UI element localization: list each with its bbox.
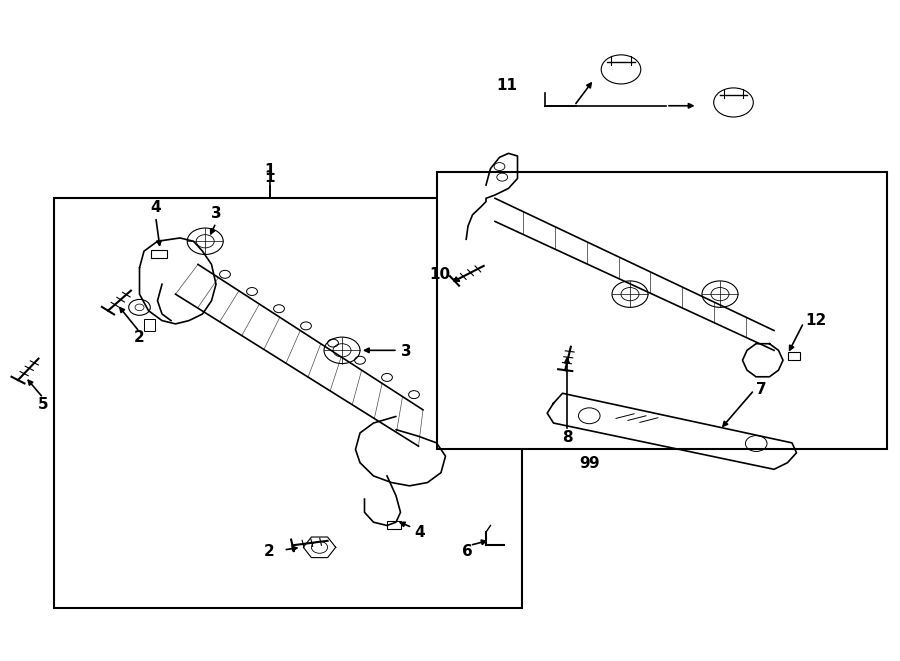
- Bar: [788, 352, 800, 360]
- Text: 1: 1: [265, 163, 275, 178]
- Text: 9: 9: [580, 456, 590, 471]
- Text: 12: 12: [806, 313, 827, 328]
- Text: 5: 5: [38, 397, 49, 412]
- Bar: [144, 319, 155, 330]
- Bar: [54, 198, 522, 608]
- Text: 8: 8: [562, 430, 572, 445]
- Text: 2: 2: [134, 330, 145, 346]
- Text: 7: 7: [756, 383, 767, 397]
- Text: 3: 3: [211, 206, 221, 221]
- Text: 4: 4: [150, 200, 161, 215]
- Text: 11: 11: [497, 79, 518, 93]
- Text: 2: 2: [264, 545, 274, 559]
- Bar: [387, 521, 401, 529]
- Text: 10: 10: [429, 267, 450, 282]
- Bar: [151, 250, 167, 258]
- Bar: [436, 172, 886, 449]
- Text: 3: 3: [400, 344, 411, 359]
- Text: 9: 9: [589, 456, 599, 471]
- Text: 1: 1: [265, 170, 275, 185]
- Text: 6: 6: [462, 545, 472, 559]
- Text: 4: 4: [414, 525, 425, 539]
